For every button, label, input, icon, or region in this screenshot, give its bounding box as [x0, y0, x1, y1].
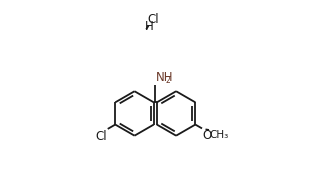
Text: CH₃: CH₃	[209, 130, 229, 140]
Text: Cl: Cl	[148, 13, 159, 25]
Text: H: H	[145, 20, 154, 33]
Text: Cl: Cl	[95, 130, 107, 143]
Text: NH: NH	[156, 71, 174, 84]
Text: O: O	[203, 129, 212, 142]
Text: 2: 2	[166, 76, 170, 85]
